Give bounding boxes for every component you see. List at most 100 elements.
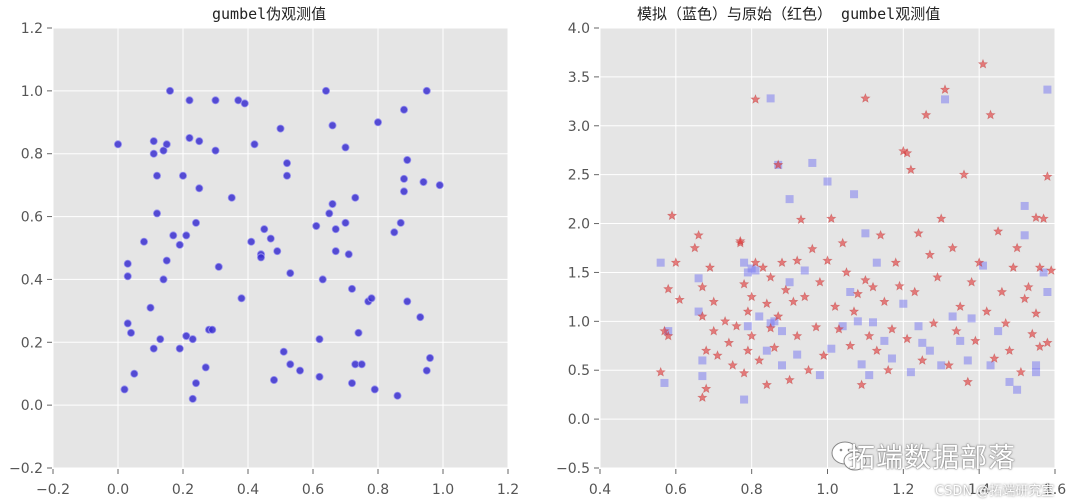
data-point [751,266,760,275]
data-point [746,330,757,341]
y-tick-label: 2.5 [568,168,590,184]
data-point [325,209,334,218]
series-star [655,58,1057,402]
y-tick-label: −0.5 [556,461,590,477]
data-point [227,193,236,202]
data-point [837,237,848,248]
data-point [390,228,399,237]
data-point [347,379,356,388]
data-point [256,253,265,262]
data-point [750,93,761,104]
data-point [993,225,1004,236]
data-point [738,278,750,289]
data-point [766,94,775,103]
data-point [697,310,708,321]
data-point [698,372,707,381]
y-tick-label: 1.5 [568,265,590,281]
data-point [666,210,678,221]
data-point [266,234,275,243]
y-tick-label: 1.2 [21,21,43,37]
data-point [708,296,719,307]
data-point [708,325,719,336]
data-point [871,345,882,356]
data-point [947,242,958,253]
y-tick-label: 0.4 [21,272,43,288]
data-point [899,299,908,308]
data-point [351,193,360,202]
y-tick-label: 0.0 [21,398,43,414]
data-point [341,143,350,152]
data-point [704,262,716,272]
data-point [208,325,217,334]
data-point [120,385,129,394]
data-point [1032,368,1041,377]
data-point [887,354,896,363]
data-point [1019,293,1030,304]
data-point [932,271,943,282]
x-tick-label: 1.4 [968,482,990,498]
y-tick-label: 0.5 [568,363,590,379]
data-point [761,298,772,309]
right-scatter-plot: 0.4 0.6 0.8 1.0 1.2 1.4 1.6 −0.5 0.0 0.5 1.0 1.5 2.0… [556,21,1066,498]
data-point [149,344,158,353]
data-point [822,255,833,266]
data-point [769,342,780,353]
data-point [951,325,962,336]
data-point [943,359,954,370]
x-tick-label: −0.2 [36,482,70,498]
data-point [750,257,761,268]
data-point [925,346,934,355]
data-point [743,322,752,331]
data-point [864,330,875,341]
data-point [286,360,295,369]
data-point [165,86,174,95]
x-tick-label: 0.4 [237,482,259,498]
data-point [826,213,837,224]
data-point [848,306,860,316]
data-point [416,313,425,322]
data-point [762,346,771,355]
x-tick-label: 0.6 [665,482,687,498]
data-point [182,331,191,340]
data-point [1011,242,1023,253]
data-point [956,336,965,345]
data-point [880,336,889,345]
y-tick-label: 0.8 [21,147,43,163]
data-point [1030,212,1042,223]
data-point [808,158,817,167]
data-point [1008,262,1019,272]
data-point [393,391,402,400]
data-point [701,383,712,394]
x-tick-label: 0.0 [107,482,129,498]
right-chart-panel: 模拟（蓝色）与原始（红色） gumbel观测值 0.4 0.6 0.8 1.0 1.2 1… [540,0,1080,503]
data-point [250,140,259,149]
data-point [331,247,340,256]
data-point [937,361,946,370]
y-tick-label: 2.0 [568,217,590,233]
data-point [357,360,366,369]
data-point [860,274,871,285]
data-point [841,266,852,277]
data-point [312,221,321,230]
data-point [422,366,431,375]
data-point [857,360,866,369]
data-point [354,328,363,337]
data-point [803,364,814,375]
data-point [1034,262,1045,272]
data-point [689,242,700,253]
data-point [178,171,187,180]
series-square [656,85,1052,404]
data-point [182,231,191,240]
data-point [765,322,776,333]
data-point [195,137,204,146]
data-point [924,249,935,260]
data-point [928,317,939,328]
data-point [162,140,171,149]
x-tick-label: 0.4 [589,482,611,498]
data-point [755,312,764,321]
data-point [958,169,970,180]
data-point [367,294,376,303]
data-point [800,266,809,275]
data-point [740,395,749,404]
data-point [936,213,947,224]
